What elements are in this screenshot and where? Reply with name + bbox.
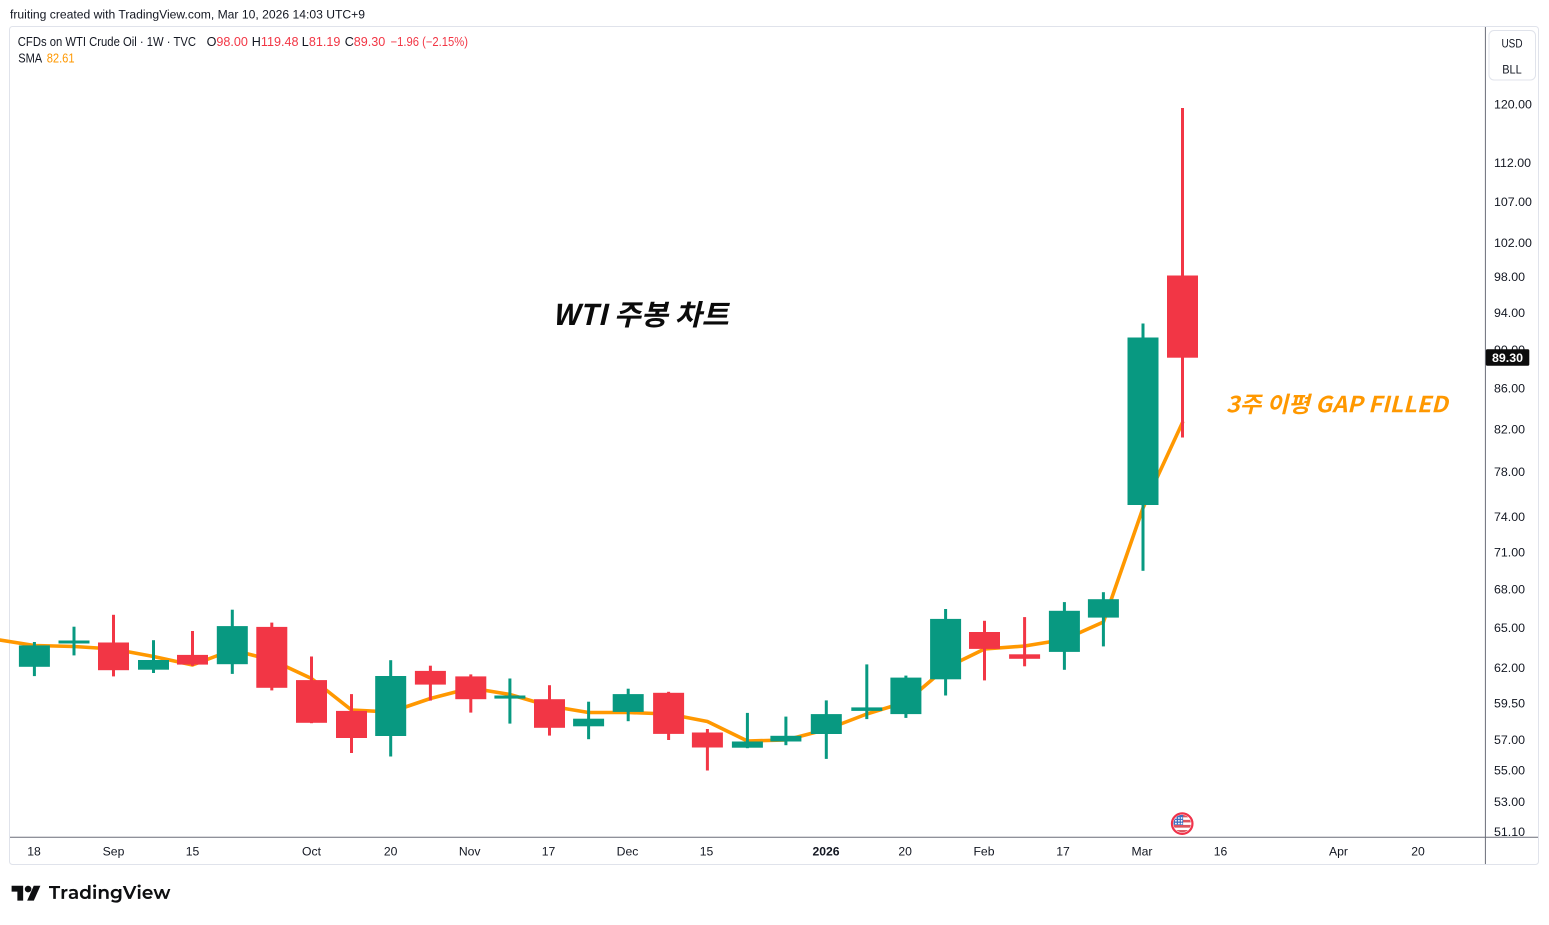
svg-text:L81.19: L81.19 (302, 35, 341, 49)
svg-text:55.00: 55.00 (1494, 763, 1525, 777)
svg-text:fruiting created with TradingV: fruiting created with TradingView.com, M… (10, 8, 365, 22)
svg-text:O98.00: O98.00 (207, 35, 248, 49)
svg-text:Nov: Nov (459, 845, 482, 859)
svg-text:17: 17 (542, 845, 556, 859)
svg-text:89.30: 89.30 (1492, 351, 1523, 365)
svg-text:86.00: 86.00 (1494, 382, 1525, 396)
svg-text:Oct: Oct (302, 845, 322, 859)
svg-text:Dec: Dec (617, 845, 639, 859)
svg-text:USD: USD (1502, 36, 1523, 50)
svg-text:71.00: 71.00 (1494, 545, 1525, 559)
svg-text:107.00: 107.00 (1494, 195, 1532, 209)
svg-text:18: 18 (27, 845, 41, 859)
svg-text:20: 20 (384, 845, 398, 859)
svg-text:102.00: 102.00 (1494, 236, 1532, 250)
svg-text:74.00: 74.00 (1494, 510, 1525, 524)
svg-text:68.00: 68.00 (1494, 582, 1525, 596)
svg-text:BLL: BLL (1502, 62, 1522, 76)
svg-text:15: 15 (186, 845, 200, 859)
svg-text:CFDs on WTI Crude Oil · 1W · T: CFDs on WTI Crude Oil · 1W · TVC (18, 35, 196, 49)
svg-text:62.00: 62.00 (1494, 661, 1525, 675)
svg-text:SMA: SMA (18, 52, 43, 66)
svg-text:−1.96 (−2.15%): −1.96 (−2.15%) (391, 35, 468, 49)
svg-text:20: 20 (1411, 845, 1425, 859)
svg-text:H119.48: H119.48 (252, 35, 299, 49)
svg-text:17: 17 (1056, 845, 1070, 859)
svg-text:94.00: 94.00 (1494, 306, 1525, 320)
svg-text:Apr: Apr (1329, 845, 1348, 859)
svg-text:Sep: Sep (103, 845, 125, 859)
svg-text:65.00: 65.00 (1494, 621, 1525, 635)
svg-text:112.00: 112.00 (1494, 156, 1531, 170)
svg-text:120.00: 120.00 (1494, 97, 1532, 111)
svg-text:C89.30: C89.30 (345, 35, 386, 49)
svg-text:20: 20 (898, 845, 912, 859)
svg-text:98.00: 98.00 (1494, 270, 1525, 284)
svg-text:59.50: 59.50 (1494, 696, 1525, 710)
svg-text:15: 15 (700, 845, 714, 859)
svg-text:53.00: 53.00 (1494, 795, 1525, 809)
svg-text:2026: 2026 (812, 845, 839, 859)
svg-text:Mar: Mar (1132, 845, 1153, 859)
svg-text:82.00: 82.00 (1494, 422, 1525, 436)
svg-text:Feb: Feb (973, 845, 994, 859)
svg-text:57.00: 57.00 (1494, 733, 1525, 747)
svg-text:78.00: 78.00 (1494, 465, 1525, 479)
svg-text:16: 16 (1214, 845, 1228, 859)
svg-text:51.10: 51.10 (1494, 825, 1525, 839)
svg-text:82.61: 82.61 (47, 52, 75, 66)
